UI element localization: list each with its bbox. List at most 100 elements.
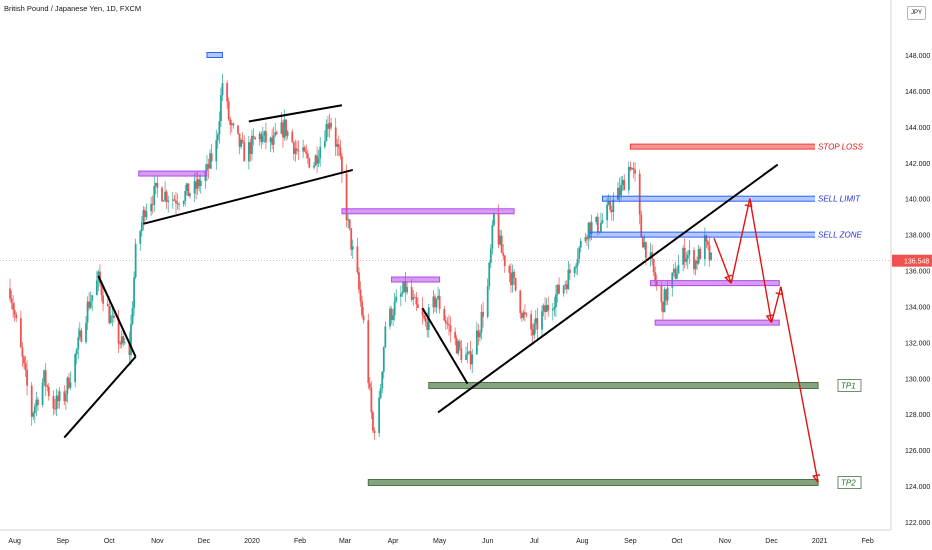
candle-body [119,343,122,345]
candle-body [367,320,370,384]
level-zone-green [428,381,819,389]
candle-body [536,318,539,330]
candle-body [660,285,663,302]
price-tick-label: 130.000 [905,376,930,383]
candle-body [643,242,646,248]
price-tick-label: 124.000 [905,484,930,491]
candle-body [215,140,218,162]
candle-body [641,237,644,248]
candle-body [330,122,332,128]
time-tick-label: Oct [104,538,115,545]
candle-body [477,330,480,338]
candle-body [617,187,619,200]
candle-body [154,182,157,186]
candle-body [401,292,404,294]
candle-body [497,213,500,245]
sell-limit-label: SELL LIMIT [818,195,861,204]
candle-body [493,213,495,226]
candle-body [164,191,166,201]
level-zone-blue [601,195,819,202]
candle-body [78,330,81,338]
candle-body [108,306,111,324]
candle-body [693,250,695,270]
candle-body [348,219,351,229]
candle-body [32,413,35,417]
candle-body [9,288,11,299]
time-tick-label: 2021 [812,538,828,545]
candle-body [373,430,376,433]
candle-body [216,134,219,141]
candle-body [151,203,154,205]
candle-body [545,304,548,313]
candle-body [319,146,322,159]
stop-loss-label-box [815,140,868,153]
candle-body [654,272,657,282]
candle-body [589,222,591,234]
candle-body [140,222,143,232]
price-tick-label: 136.000 [905,269,930,276]
candle-body [47,386,50,397]
currency-badge[interactable]: JPY [907,6,926,20]
candle-body [64,394,67,402]
candle-body [460,348,463,360]
candle-body [286,131,289,136]
candle-body [393,301,396,316]
candle-body [35,399,38,407]
candle-body [95,280,98,296]
candle-body [117,318,120,344]
candle-body [189,193,191,197]
candle-body [623,179,626,191]
candle-body [156,182,159,188]
candle-body [113,315,115,319]
level-labels: STOP LOSS SELL LIMIT SELL ZONE TP1 TP2 [815,140,873,489]
price-tick-label: 148.000 [905,53,930,60]
candle-body [327,124,329,129]
candle-body [390,308,393,320]
candle-body [292,142,295,154]
candle-body [206,164,208,171]
candle-body [645,242,647,258]
candle-body [683,247,686,262]
candle-body [682,247,685,265]
sell-zone-label-box [815,228,868,241]
candle-body [100,283,103,296]
candle-body [541,311,543,330]
candle-body [339,147,342,157]
candle-body [457,341,460,354]
candle-body [265,131,267,143]
time-tick-label: Nov [151,538,164,545]
candle-body [424,318,427,322]
time-tick-label: May [433,538,447,545]
candle-body [519,290,522,314]
candle-body [63,391,66,402]
candle-body [590,222,593,234]
candle-body [395,296,398,302]
level-zone-green [367,478,819,486]
candle-body [413,297,416,299]
trendline [63,356,137,439]
candle-body [69,382,72,388]
candle-body [362,315,365,321]
candle-body [547,304,550,311]
candle-body [708,245,711,260]
candle-body [448,324,450,326]
candle-body [434,296,436,308]
candle-body [412,297,415,300]
candle-body [261,135,264,142]
arrow-head [724,274,733,284]
candle-body [392,315,394,320]
price-tick-label: 144.000 [905,125,930,132]
price-axis[interactable]: 122.000 124.000 126.000 128.000 130.000 132.0… [905,53,930,527]
trendlines [63,104,779,439]
candle-body [133,277,135,308]
candle-body [576,258,579,266]
candle-body [52,396,55,409]
candle-body [524,312,526,315]
candle-body [323,140,326,147]
projection-arrow [713,237,732,284]
arrow-head [765,314,774,324]
time-axis[interactable]: Aug Sep Oct Nov Dec 2020 Feb Mar Apr May Jun Jul Aug… [8,538,873,545]
candle-body [130,324,132,356]
candle-body [531,329,534,336]
